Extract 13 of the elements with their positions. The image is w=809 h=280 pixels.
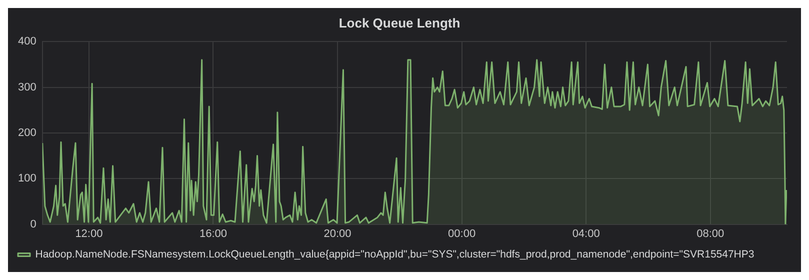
chart-title: Lock Queue Length: [338, 15, 460, 30]
x-tick-label: 00:00: [448, 228, 476, 240]
y-tick-label: 300: [18, 81, 36, 94]
y-tick-label: 200: [18, 126, 36, 139]
x-tick-label: 08:00: [696, 228, 724, 240]
y-tick-label: 400: [18, 36, 36, 48]
x-tick-label: 16:00: [199, 228, 228, 240]
y-tick-label: 100: [18, 172, 36, 185]
y-tick-label: 0: [30, 218, 36, 230]
legend-label: Hadoop.NameNode.FSNamesystem.LockQueueLength_value{appid="noAppId",bu="SYS",cluster="hdfs_prod,prod_namenode",endpoint="SVR15547HP3: [35, 248, 754, 261]
x-tick-label: 12:00: [75, 228, 103, 240]
x-tick-label: 04:00: [572, 228, 600, 240]
x-tick-label: 20:00: [324, 228, 352, 240]
